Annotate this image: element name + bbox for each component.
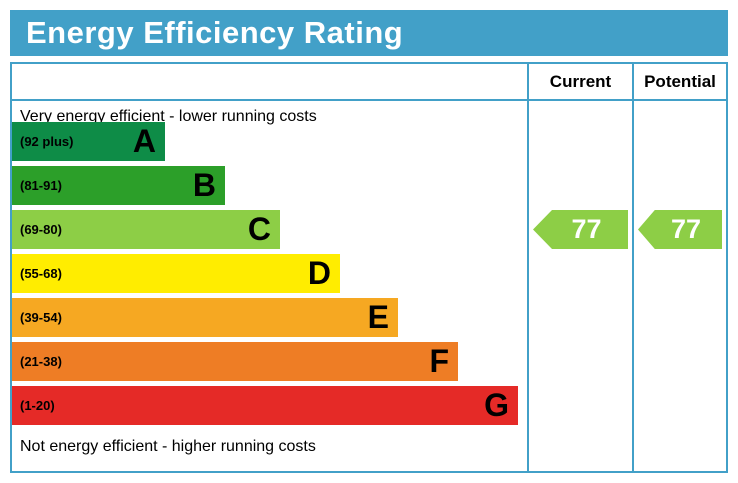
current-rating-value: 77 xyxy=(571,214,602,244)
band-letter: G xyxy=(484,387,509,423)
band-letter: D xyxy=(307,255,331,291)
band-letter: B xyxy=(192,167,216,203)
potential-rating-arrow: 77 xyxy=(638,210,722,249)
band-range-label: (21-38) xyxy=(20,354,62,369)
band-range-label: (55-68) xyxy=(20,266,62,281)
band-letter: A xyxy=(132,123,156,159)
top-note: Very energy efficient - lower running co… xyxy=(20,108,317,125)
current-column-divider xyxy=(527,64,529,471)
band-range-label: (1-20) xyxy=(20,398,55,413)
current-rating-arrow: 77 xyxy=(533,210,628,249)
band-row-e: (39-54) E xyxy=(12,298,398,337)
band-row-c: (69-80) C xyxy=(12,210,280,249)
band-range-label: (92 plus) xyxy=(20,134,74,149)
current-column-header: Current xyxy=(549,72,612,91)
potential-rating-value: 77 xyxy=(670,214,702,244)
band-row-a: (92 plus) A xyxy=(12,122,165,161)
header-divider-line xyxy=(12,99,726,101)
potential-column-divider xyxy=(632,64,634,471)
band-row-f: (21-38) F xyxy=(12,342,458,381)
band-range-label: (69-80) xyxy=(20,222,62,237)
band-range-label: (81-91) xyxy=(20,178,62,193)
bottom-note: Not energy efficient - higher running co… xyxy=(20,438,316,455)
band-row-d: (55-68) D xyxy=(12,254,340,293)
band-row-b: (81-91) B xyxy=(12,166,225,205)
band-letter: F xyxy=(429,343,449,379)
band-range-label: (39-54) xyxy=(20,310,62,325)
band-row-g: (1-20) G xyxy=(12,386,518,425)
band-letter: C xyxy=(247,211,271,247)
page-title: Energy Efficiency Rating xyxy=(10,10,728,56)
epc-chart: Current Potential Very energy efficient … xyxy=(10,62,728,473)
potential-column-header: Potential xyxy=(644,72,716,91)
band-letter: E xyxy=(367,299,389,335)
